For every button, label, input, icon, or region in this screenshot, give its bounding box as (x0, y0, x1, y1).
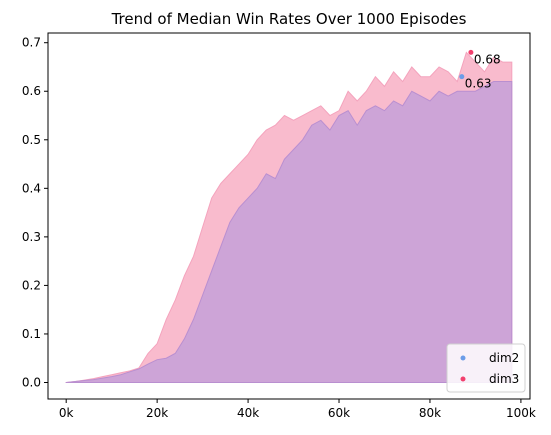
x-tick-label: 100k (506, 406, 536, 420)
y-tick-label: 0.5 (22, 133, 41, 147)
legend: dim2 dim3 (446, 343, 526, 393)
x-tick-label: 20k (146, 406, 168, 420)
legend-marker-dim3 (460, 376, 466, 382)
marker-dim2 (459, 74, 465, 80)
y-tick-label: 0.3 (22, 230, 41, 244)
plot-frame (47, 32, 531, 400)
y-tick-label: 0.7 (22, 36, 41, 50)
chart-title: Trend of Median Win Rates Over 1000 Epis… (111, 10, 467, 28)
y-axis-ticks: 0.0 0.1 0.2 0.3 0.4 0.5 0.6 0.7 (22, 36, 48, 389)
y-tick-label: 0.6 (22, 84, 41, 98)
legend-label-dim2: dim2 (489, 351, 519, 365)
x-tick-label: 40k (237, 406, 259, 420)
markers: 0.63 0.68 (459, 49, 501, 91)
series-areas (65, 51, 513, 384)
x-axis-ticks: 0k 20k 40k 60k 80k 100k (59, 399, 536, 420)
x-tick-label: 60k (328, 406, 350, 420)
y-tick-label: 0.2 (22, 278, 41, 292)
y-tick-label: 0.1 (22, 327, 41, 341)
legend-marker-dim2 (460, 355, 466, 361)
marker-dim3 (468, 49, 474, 55)
annotation-dim3: 0.68 (474, 52, 501, 66)
x-tick-label: 80k (419, 406, 441, 420)
annotation-dim2: 0.63 (465, 77, 492, 91)
y-tick-label: 0.0 (22, 375, 41, 389)
y-tick-label: 0.4 (22, 181, 41, 195)
x-tick-label: 0k (59, 406, 74, 420)
legend-label-dim3: dim3 (489, 372, 519, 386)
legend-box (446, 343, 526, 393)
area-dim2 (65, 81, 513, 384)
